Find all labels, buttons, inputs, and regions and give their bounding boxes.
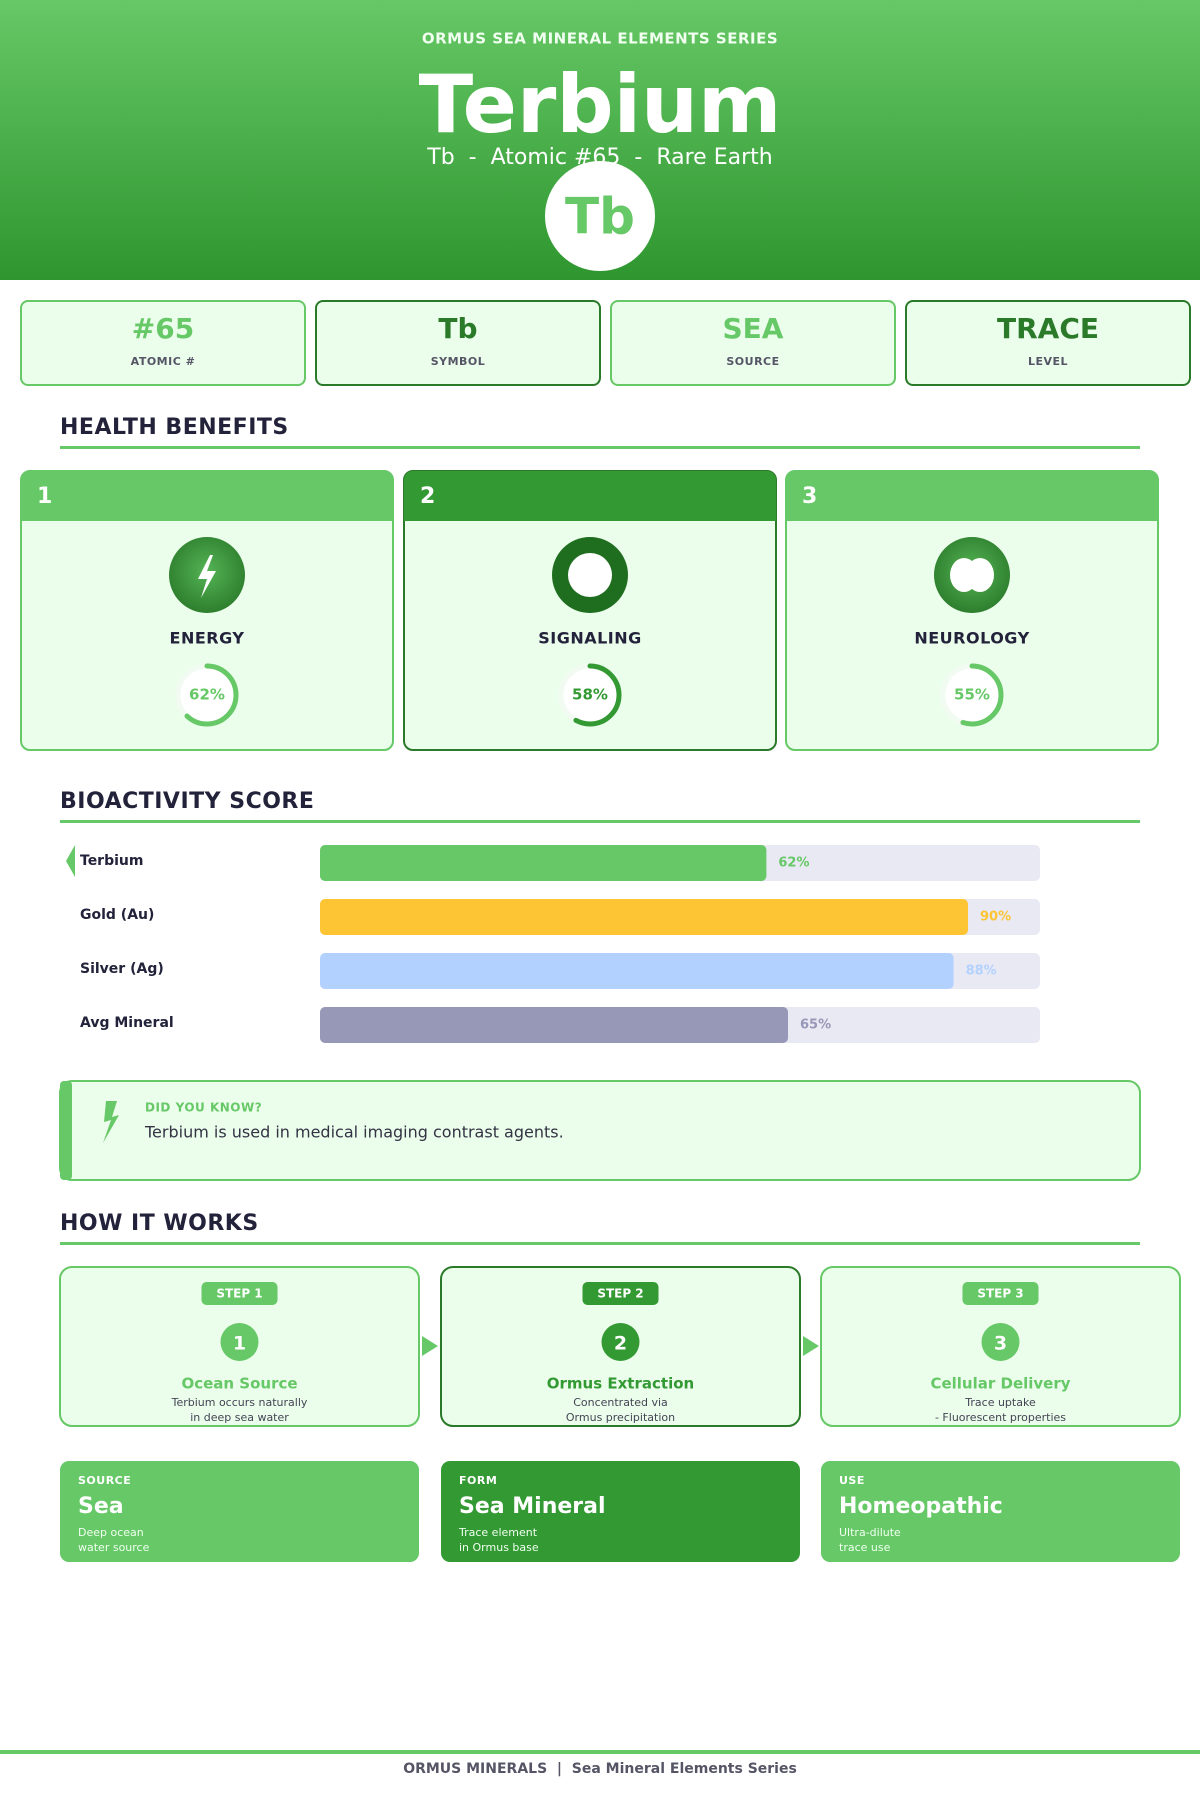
step-line: Trace uptake bbox=[964, 1396, 1036, 1409]
section-title: HOW IT WORKS bbox=[60, 1211, 259, 1236]
step-line: Ormus precipitation bbox=[566, 1411, 675, 1424]
row-name: Silver (Ag) bbox=[80, 961, 164, 977]
step-tag-text: STEP 3 bbox=[977, 1287, 1023, 1301]
bar-label: 90% bbox=[980, 910, 1011, 925]
row-name: Terbium bbox=[80, 853, 143, 869]
ring-label: 58% bbox=[572, 686, 608, 704]
info-label: FORM bbox=[459, 1474, 497, 1487]
info-card bbox=[821, 1461, 1180, 1562]
info-title: Homeopathic bbox=[839, 1494, 1003, 1519]
benefit-name: NEUROLOGY bbox=[914, 629, 1029, 648]
bar-label: 65% bbox=[800, 1018, 831, 1033]
bar bbox=[320, 953, 954, 989]
badge-symbol: Tb bbox=[565, 188, 635, 246]
step-title: Ocean Source bbox=[181, 1375, 297, 1393]
benefit-band bbox=[404, 471, 776, 521]
step-title: Ormus Extraction bbox=[547, 1375, 694, 1393]
step-arrow bbox=[803, 1336, 819, 1356]
info-line: trace use bbox=[839, 1541, 891, 1554]
info-line: Ultra-dilute bbox=[839, 1526, 901, 1539]
step-arrow bbox=[422, 1336, 438, 1356]
step-title: Cellular Delivery bbox=[930, 1375, 1070, 1393]
step-line: Terbium occurs naturally bbox=[171, 1396, 308, 1409]
stat-label: LEVEL bbox=[1028, 355, 1068, 368]
ring-arc bbox=[558, 663, 622, 727]
fact-icon bbox=[103, 1101, 119, 1143]
step-tag bbox=[582, 1282, 659, 1305]
fact-label: DID YOU KNOW? bbox=[145, 1101, 262, 1115]
benefit-name: ENERGY bbox=[170, 629, 245, 648]
series-label: ORMUS SEA MINERAL ELEMENTS SERIES bbox=[422, 30, 778, 48]
stat-value: SEA bbox=[723, 312, 784, 345]
section-rule bbox=[60, 446, 1140, 449]
info-label: SOURCE bbox=[78, 1474, 131, 1487]
bar-label: 88% bbox=[966, 964, 997, 979]
ring-label: 55% bbox=[954, 686, 990, 704]
step-circle bbox=[601, 1323, 640, 1361]
step-line: Concentrated via bbox=[573, 1396, 668, 1409]
row-marker bbox=[66, 845, 75, 877]
stat-value: Tb bbox=[438, 312, 477, 345]
badge bbox=[545, 161, 655, 271]
ring-arc bbox=[940, 663, 1004, 727]
stat-card bbox=[315, 300, 601, 386]
step-number: 1 bbox=[233, 1333, 246, 1355]
step-circle bbox=[981, 1323, 1020, 1361]
stat-label: ATOMIC # bbox=[131, 355, 196, 368]
stat-value: TRACE bbox=[997, 312, 1099, 345]
info-card bbox=[441, 1461, 800, 1562]
benefit-number: 2 bbox=[420, 484, 435, 509]
fact-text: Terbium is used in medical imaging contr… bbox=[144, 1123, 564, 1142]
step-number: 2 bbox=[614, 1333, 627, 1355]
ring-arc bbox=[175, 663, 239, 727]
stat-card bbox=[20, 300, 306, 386]
benefit-band bbox=[21, 471, 393, 521]
section-title: BIOACTIVITY SCORE bbox=[60, 789, 314, 814]
info-line: in Ormus base bbox=[459, 1541, 539, 1554]
info-label: USE bbox=[839, 1474, 865, 1487]
step-tag bbox=[201, 1282, 278, 1305]
stat-label: SYMBOL bbox=[431, 355, 486, 368]
section-rule bbox=[60, 1242, 1140, 1245]
step-line: in deep sea water bbox=[190, 1411, 289, 1424]
section-title: HEALTH BENEFITS bbox=[60, 415, 289, 440]
info-line: water source bbox=[78, 1541, 150, 1554]
info-title: Sea Mineral bbox=[459, 1494, 606, 1519]
info-line: Trace element bbox=[458, 1526, 538, 1539]
info-title: Sea bbox=[78, 1494, 124, 1519]
icon-cell bbox=[966, 558, 994, 592]
benefit-number: 3 bbox=[802, 484, 817, 509]
row-name: Gold (Au) bbox=[80, 907, 154, 923]
footer-rule bbox=[0, 1750, 1200, 1754]
section-rule bbox=[60, 820, 1140, 823]
bar bbox=[320, 899, 968, 935]
fact-stripe bbox=[60, 1081, 72, 1180]
step-tag bbox=[962, 1282, 1039, 1305]
stat-card bbox=[610, 300, 896, 386]
ring-label: 62% bbox=[189, 686, 225, 704]
info-line: Deep ocean bbox=[78, 1526, 144, 1539]
step-tag-text: STEP 2 bbox=[597, 1287, 643, 1301]
step-line: - Fluorescent properties bbox=[935, 1411, 1066, 1424]
benefit-band bbox=[786, 471, 1158, 521]
benefit-number: 1 bbox=[37, 484, 52, 509]
step-circle bbox=[220, 1323, 259, 1361]
step-tag-text: STEP 1 bbox=[216, 1287, 262, 1301]
icon-ring bbox=[568, 553, 612, 597]
step-number: 3 bbox=[994, 1333, 1007, 1355]
benefit-name: SIGNALING bbox=[538, 629, 642, 648]
info-card bbox=[60, 1461, 419, 1562]
title: Terbium bbox=[419, 58, 782, 151]
stat-card bbox=[905, 300, 1191, 386]
bar-label: 62% bbox=[778, 856, 809, 871]
row-name: Avg Mineral bbox=[80, 1015, 174, 1031]
bar bbox=[320, 1007, 788, 1043]
icon-bolt bbox=[198, 555, 216, 598]
stat-label: SOURCE bbox=[726, 355, 779, 368]
stat-value: #65 bbox=[132, 312, 194, 345]
footer: ORMUS MINERALS | Sea Mineral Elements Se… bbox=[403, 1761, 797, 1777]
bar bbox=[320, 845, 767, 881]
